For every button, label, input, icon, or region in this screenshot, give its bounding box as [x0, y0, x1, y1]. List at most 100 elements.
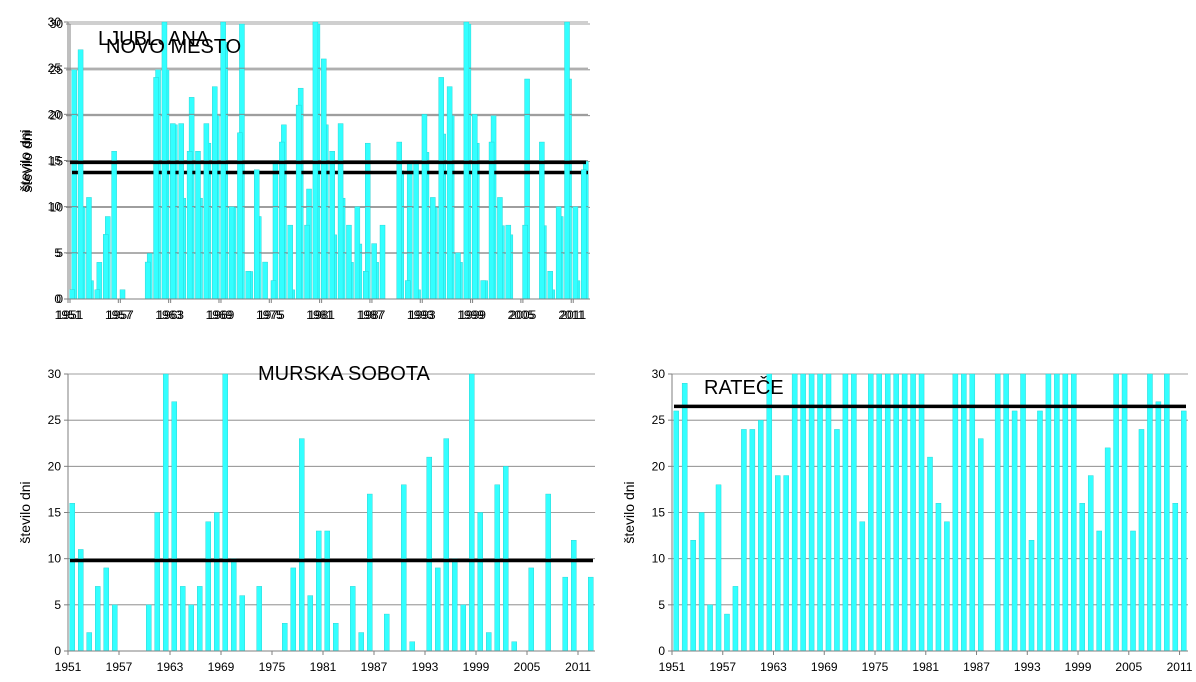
bar [245, 271, 252, 300]
bar [758, 419, 764, 652]
x-tick-label: 1999 [463, 660, 490, 674]
bar [564, 21, 570, 300]
y-axis-title: število dni [19, 130, 35, 192]
bar [316, 530, 322, 652]
bar [455, 252, 461, 300]
bar [571, 539, 577, 652]
bar [901, 373, 908, 652]
bar [1155, 401, 1162, 652]
bar [477, 512, 484, 652]
bar [196, 586, 203, 652]
bar [1054, 373, 1060, 652]
bar [522, 224, 528, 300]
bar [354, 206, 361, 300]
bar [384, 613, 390, 652]
x-tick-label: 1993 [409, 308, 436, 322]
bar [367, 493, 373, 652]
bar [77, 549, 84, 652]
x-tick-label: 1975 [256, 308, 283, 322]
x-tick-label: 1999 [457, 308, 484, 322]
bar [1028, 539, 1035, 652]
bar [505, 224, 512, 300]
x-tick-label: 1981 [306, 308, 333, 322]
bar [321, 58, 327, 300]
bar [103, 234, 109, 300]
bar [935, 503, 942, 652]
x-tick-label: 1957 [107, 308, 134, 322]
bar [69, 503, 75, 652]
bar [304, 224, 310, 300]
x-tick-label: 1951 [659, 660, 686, 674]
bar [212, 86, 218, 300]
bar [161, 21, 168, 300]
bar [239, 595, 245, 652]
x-tick-label: 1993 [1014, 660, 1041, 674]
bar [430, 197, 436, 300]
bar [463, 21, 470, 300]
bar [279, 141, 285, 300]
bar [673, 410, 679, 652]
y-tick-label: 25 [50, 63, 64, 77]
y-tick-label: 15 [50, 155, 64, 169]
x-tick-label: 1963 [157, 308, 184, 322]
bar [749, 429, 756, 652]
bar [494, 484, 501, 652]
y-tick-label: 0 [54, 292, 61, 306]
bar [927, 456, 933, 652]
x-tick-label: 2011 [1167, 660, 1193, 674]
bar [1121, 373, 1128, 652]
bar [1062, 373, 1069, 652]
bar [1003, 373, 1009, 652]
bar [86, 197, 92, 300]
bar [426, 456, 433, 652]
bar [791, 373, 798, 652]
bar [253, 169, 260, 300]
bar [472, 114, 478, 300]
bar [741, 429, 747, 652]
y-tick-label: 30 [48, 15, 62, 29]
x-tick-label: 1969 [811, 660, 838, 674]
x-tick-label: 1969 [208, 660, 235, 674]
y-axis-title: število dni [17, 129, 33, 191]
bar [572, 206, 579, 300]
bar [179, 586, 186, 652]
chart-title: LJUBLJANA [98, 28, 210, 50]
bar [333, 623, 339, 652]
bar [287, 224, 293, 300]
y-tick-label: 5 [54, 246, 61, 260]
bar [272, 161, 279, 300]
bar [438, 77, 444, 300]
bar [1164, 373, 1170, 652]
bar [486, 632, 492, 652]
bar [511, 641, 518, 652]
x-tick-label: 1999 [459, 308, 486, 322]
y-axis-title: število dni [17, 481, 33, 543]
bar [528, 567, 535, 652]
bar [186, 151, 193, 300]
bar [153, 77, 159, 300]
bar [1130, 530, 1136, 652]
bar [178, 123, 184, 300]
x-tick-label: 1951 [57, 308, 84, 322]
x-tick-label: 2005 [510, 308, 537, 322]
bar [435, 567, 441, 652]
bar [144, 261, 151, 300]
chart-title: NOVO MESTO [106, 36, 241, 58]
bar [228, 206, 235, 300]
bar [205, 521, 211, 652]
x-tick-label: 1993 [412, 660, 439, 674]
bar [690, 539, 696, 652]
y-tick-label: 20 [652, 459, 666, 473]
y-tick-label: 0 [54, 644, 61, 658]
x-tick-label: 1951 [55, 660, 82, 674]
bar [307, 595, 314, 652]
bar [1020, 373, 1026, 652]
chart-novo-mesto: 0 5 10 15 20 25 30 1951 1957 1963 1969 1975 1981 1987… [17, 15, 588, 322]
bar [851, 373, 857, 652]
x-tick-label: 1951 [55, 308, 82, 322]
bar [825, 373, 832, 652]
bar [162, 373, 169, 652]
bar [681, 383, 688, 652]
bar [859, 521, 866, 652]
y-tick-label: 15 [652, 506, 666, 520]
